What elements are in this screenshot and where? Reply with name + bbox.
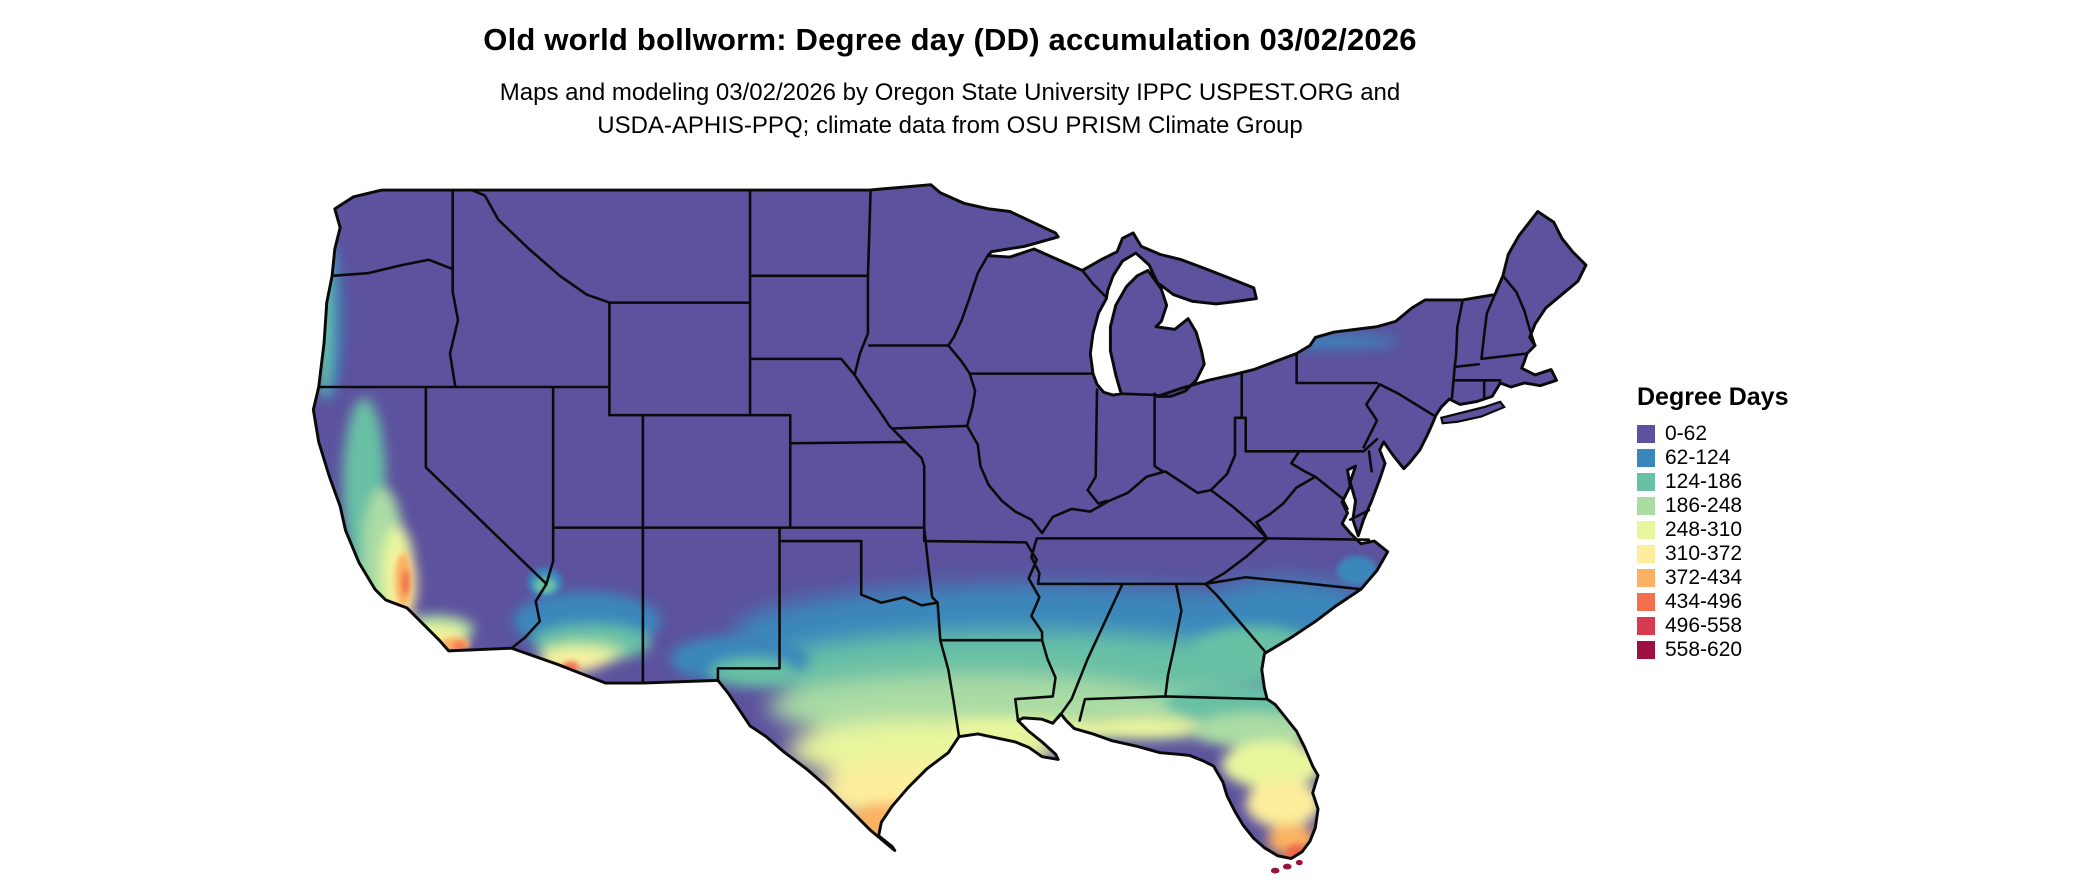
- legend-label: 62-124: [1665, 446, 1731, 469]
- legend-rows: 0-62 62-124 124-186 186-248 248-310 310-372 37…: [1637, 422, 1877, 662]
- legend-label: 186-248: [1665, 494, 1743, 517]
- page-subtitle: Maps and modeling 03/02/2026 by Oregon S…: [0, 76, 1900, 142]
- legend-swatch: [1637, 545, 1655, 563]
- legend-row: 0-62: [1637, 422, 1877, 446]
- legend-swatch: [1637, 593, 1655, 611]
- us-map-svg: [311, 183, 1588, 874]
- legend-label: 434-496: [1665, 590, 1743, 613]
- subtitle-line-1: Maps and modeling 03/02/2026 by Oregon S…: [499, 79, 1401, 106]
- legend-swatch: [1637, 569, 1655, 587]
- legend-row: 496-558: [1637, 614, 1877, 638]
- legend-swatch: [1637, 497, 1655, 515]
- legend-title: Degree Days: [1637, 383, 1789, 411]
- legend-label: 124-186: [1665, 470, 1743, 493]
- legend-row: 310-372: [1637, 542, 1877, 566]
- page-title: Old world bollworm: Degree day (DD) accu…: [483, 22, 1417, 57]
- legend-swatch: [1637, 425, 1655, 443]
- legend-row: 372-434: [1637, 566, 1877, 590]
- legend-row: 62-124: [1637, 446, 1877, 470]
- legend-row: 434-496: [1637, 590, 1877, 614]
- florida-keys: [1270, 859, 1303, 874]
- legend-swatch: [1637, 617, 1655, 635]
- legend-swatch: [1637, 473, 1655, 491]
- legend-label: 372-434: [1665, 566, 1743, 589]
- us-degree-day-map: [308, 178, 1594, 884]
- degree-days-legend: Degree Days 0-62 62-124 124-186 186-248 248-…: [1637, 383, 1877, 662]
- state-borders: [317, 188, 1537, 738]
- legend-row: 558-620: [1637, 638, 1877, 662]
- long-island: [1439, 400, 1506, 425]
- degree-day-raster: [313, 184, 1586, 859]
- legend-label: 310-372: [1665, 542, 1743, 565]
- legend-label: 248-310: [1665, 518, 1743, 541]
- legend-row: 186-248: [1637, 494, 1877, 518]
- subtitle-line-2: USDA-APHIS-PPQ; climate data from OSU PR…: [597, 112, 1303, 139]
- legend-swatch: [1637, 641, 1655, 659]
- legend-label: 496-558: [1665, 614, 1743, 637]
- legend-label: 558-620: [1665, 638, 1743, 661]
- legend-swatch: [1637, 449, 1655, 467]
- legend-row: 124-186: [1637, 470, 1877, 494]
- legend-swatch: [1637, 521, 1655, 539]
- legend-label: 0-62: [1665, 422, 1708, 445]
- legend-row: 248-310: [1637, 518, 1877, 542]
